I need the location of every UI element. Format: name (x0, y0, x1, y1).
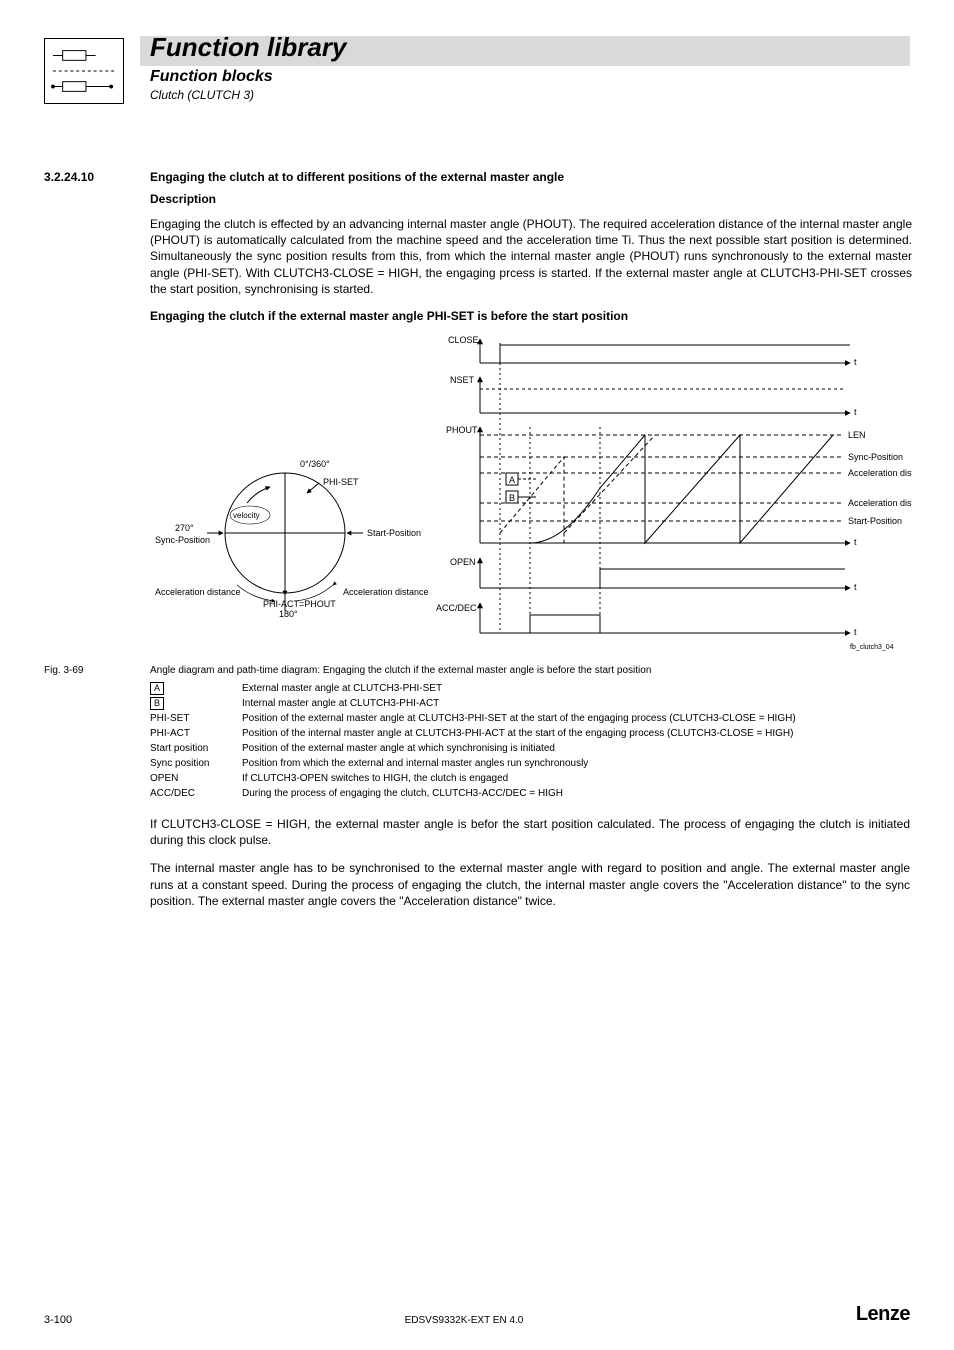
legend-value: Position of the internal master angle at… (242, 727, 910, 740)
body-para-1: If CLUTCH3-CLOSE = HIGH, the external ma… (150, 816, 910, 848)
legend-value: Internal master angle at CLUTCH3-PHI-ACT (242, 697, 910, 710)
figure-caption: Fig. 3-69 Angle diagram and path-time di… (44, 665, 910, 676)
footer-logo: Lenze (856, 1303, 910, 1326)
body-para-2: The internal master angle has to be sync… (150, 860, 910, 909)
label-accel-dist-2: Acceleration distance (848, 498, 912, 508)
label-close: CLOSE (448, 335, 479, 345)
label-len: LEN (848, 430, 866, 440)
description-label: Description (150, 192, 912, 206)
page-header: Function library Function blocks Clutch … (44, 36, 910, 112)
legend-row: Start positionPosition of the external m… (150, 742, 910, 755)
legend-key: Sync position (150, 757, 242, 770)
label-accdec: ACC/DEC (436, 603, 477, 613)
section-heading: Engaging the clutch at to different posi… (150, 170, 912, 184)
figure-caption-label: Fig. 3-69 (44, 665, 150, 676)
section-number: 3.2.24.10 (44, 170, 150, 657)
legend-row: OPENIf CLUTCH3-OPEN switches to HIGH, th… (150, 772, 910, 785)
legend-row: PHI-SETPosition of the external master a… (150, 712, 910, 725)
label-t1: t (854, 357, 857, 367)
legend-key: PHI-SET (150, 712, 242, 725)
legend-key: PHI-ACT (150, 727, 242, 740)
figure-legend: AExternal master angle at CLUTCH3-PHI-SE… (150, 682, 910, 800)
legend-value: Position from which the external and int… (242, 757, 910, 770)
label-t3: t (854, 537, 857, 547)
label-0-360: 0°/360° (300, 459, 330, 469)
legend-key: B (150, 697, 242, 710)
legend-row: Sync positionPosition from which the ext… (150, 757, 910, 770)
footer-page-number: 3-100 (44, 1314, 72, 1326)
label-open: OPEN (450, 557, 476, 567)
legend-key: ACC/DEC (150, 787, 242, 800)
label-accel-dist-r: Acceleration distance (343, 587, 429, 597)
label-180: 180° (279, 609, 298, 619)
legend-key: OPEN (150, 772, 242, 785)
label-sync-pos: Sync-Position (848, 452, 903, 462)
legend-value: External master angle at CLUTCH3-PHI-SET (242, 682, 910, 695)
label-accel-dist-1: Acceleration distance (848, 468, 912, 478)
legend-value: Position of the external master angle at… (242, 742, 910, 755)
header-icon (44, 38, 124, 104)
legend-value: Position of the external master angle at… (242, 712, 910, 725)
figure-caption-text: Angle diagram and path-time diagram: Eng… (150, 665, 910, 676)
legend-key: A (150, 682, 242, 695)
description-paragraph: Engaging the clutch is effected by an ad… (150, 216, 912, 297)
legend-key: Start position (150, 742, 242, 755)
footer-doc-id: EDSVS9332K-EXT EN 4.0 (405, 1315, 524, 1326)
legend-value: If CLUTCH3-OPEN switches to HIGH, the cl… (242, 772, 910, 785)
page-subsubtitle: Clutch (CLUTCH 3) (150, 88, 254, 102)
label-sync-pos-left: Sync-Position (155, 535, 210, 545)
page-footer: 3-100 EDSVS9332K-EXT EN 4.0 Lenze (44, 1303, 910, 1326)
label-phout: PHOUT (446, 425, 478, 435)
legend-row: AExternal master angle at CLUTCH3-PHI-SE… (150, 682, 910, 695)
label-t5: t (854, 627, 857, 637)
page-title: Function library (150, 32, 346, 63)
label-270: 270° (175, 523, 194, 533)
label-t4: t (854, 582, 857, 592)
figure-watermark: fb_clutch3_04 (850, 644, 894, 651)
label-phi-set: PHI-SET (323, 477, 359, 487)
legend-row: ACC/DECDuring the process of engaging th… (150, 787, 910, 800)
page-subtitle: Function blocks (150, 68, 273, 86)
label-velocity: velocity (233, 511, 260, 520)
legend-row: BInternal master angle at CLUTCH3-PHI-AC… (150, 697, 910, 710)
label-t2: t (854, 407, 857, 417)
label-box-a: A (509, 475, 515, 485)
legend-value: During the process of engaging the clutc… (242, 787, 910, 800)
figure-diagram: PHI-SET Start-Position 270° Sync-Positio… (150, 333, 912, 653)
legend-row: PHI-ACTPosition of the internal master a… (150, 727, 910, 740)
label-box-b: B (509, 493, 515, 503)
label-start-pos-r: Start-Position (848, 516, 902, 526)
section-subheading: Engaging the clutch if the external mast… (150, 309, 912, 323)
label-nset: NSET (450, 375, 475, 385)
label-start-pos: Start-Position (367, 528, 421, 538)
label-accel-dist-l: Acceleration distance (155, 587, 241, 597)
